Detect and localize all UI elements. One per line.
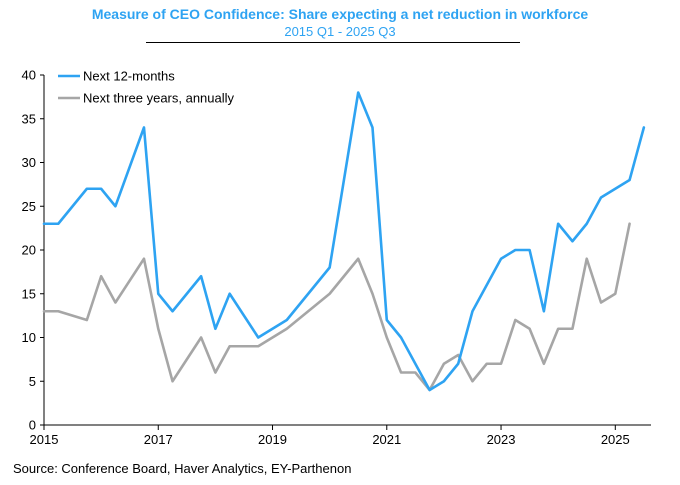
y-tick-label: 20 [22, 243, 36, 258]
x-tick-label: 2017 [144, 432, 173, 447]
chart-title: Measure of CEO Confidence: Share expecti… [91, 6, 589, 22]
y-tick-label: 5 [29, 374, 36, 389]
series-line-next-three-years [42, 222, 631, 392]
x-tick-label: 2025 [601, 432, 630, 447]
series-line-next-12-months [42, 91, 646, 392]
x-tick-label: 2023 [487, 432, 516, 447]
y-tick-label: 10 [22, 330, 36, 345]
legend: Next 12-months Next three years, annually [58, 69, 235, 106]
title-underline [146, 42, 520, 43]
y-tick-label: 15 [22, 286, 36, 301]
x-tick-label: 2021 [372, 432, 401, 447]
y-tick-label: 35 [22, 111, 36, 126]
source-note: Source: Conference Board, Haver Analytic… [13, 461, 352, 476]
x-tick-label: 2015 [30, 432, 59, 447]
y-tick-label: 0 [29, 418, 36, 433]
legend-label-next-12-months: Next 12-months [83, 69, 175, 84]
y-tick-label: 25 [22, 199, 36, 214]
x-tick-label: 2019 [258, 432, 287, 447]
y-tick-label: 30 [22, 155, 36, 170]
chart-subtitle: 2015 Q1 - 2025 Q3 [284, 24, 396, 39]
legend-label-next-three-years: Next three years, annually [83, 91, 235, 106]
y-tick-label: 40 [22, 68, 36, 83]
series-layer [42, 91, 646, 392]
